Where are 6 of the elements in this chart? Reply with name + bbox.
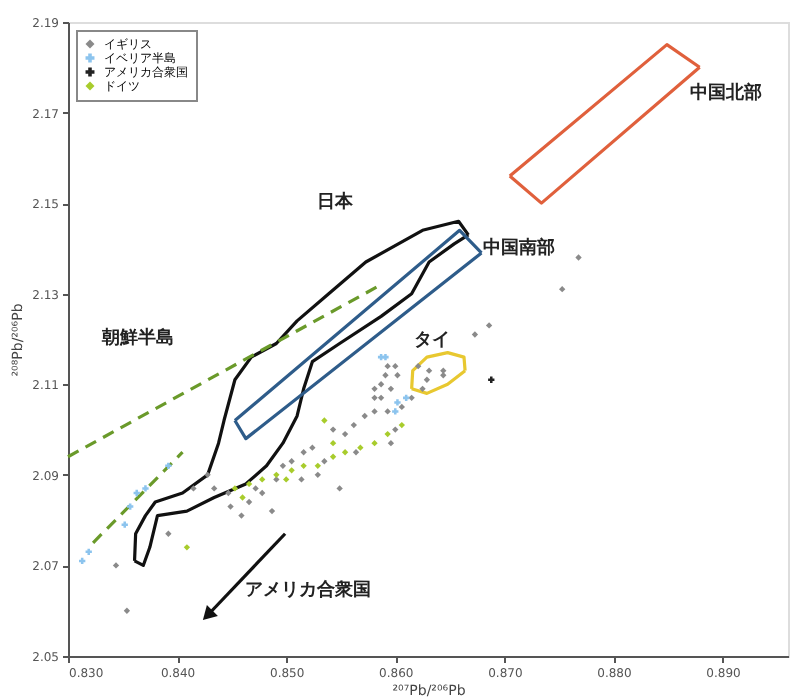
series-label: 中国南部 <box>482 236 555 259</box>
series-label: アメリカ合衆国 <box>244 579 371 602</box>
text: 日本 <box>316 190 355 213</box>
text: 朝鮮半島 <box>100 326 174 349</box>
series-label: 中国北部 <box>689 81 762 104</box>
series-label: タイ <box>413 328 450 351</box>
